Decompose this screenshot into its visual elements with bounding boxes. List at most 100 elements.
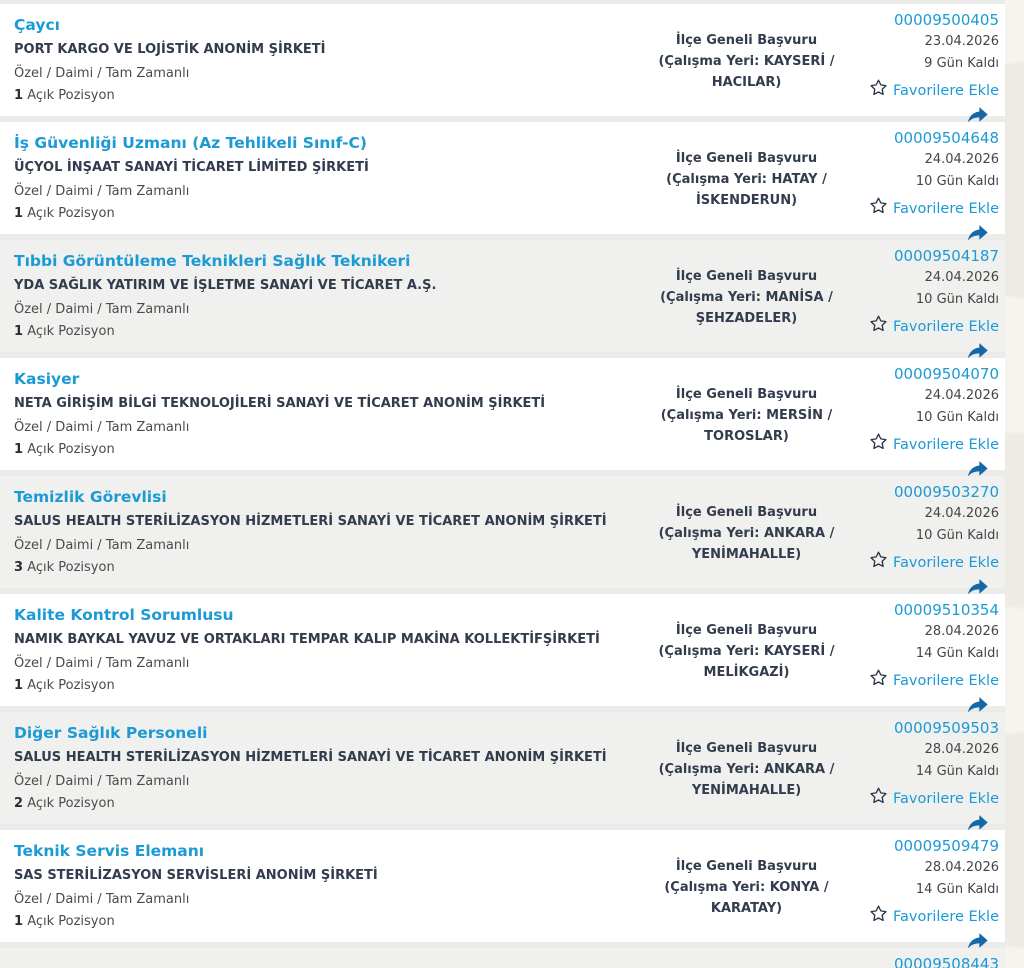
job-title-link[interactable]: Teknik Servis Elemanı: [14, 842, 205, 860]
job-id-link[interactable]: 00009510354: [894, 601, 999, 619]
job-id-link[interactable]: 00009500405: [894, 11, 999, 29]
days-left: 10 Gün Kaldı: [915, 410, 999, 425]
company-name: PORT KARGO VE LOJİSTİK ANONİM ŞİRKETİ: [14, 42, 326, 57]
job-id-link[interactable]: 00009509479: [894, 837, 999, 855]
job-title-link[interactable]: İş Güvenliği Uzmanı (Az Tehlikeli Sınıf-…: [14, 134, 367, 152]
job-title-link[interactable]: Diğer Sağlık Personeli: [14, 724, 208, 742]
job-row: Diğer Sağlık Personeli SALUS HEALTH STER…: [0, 712, 1005, 831]
application-type: İlçe Geneli Başvuru: [675, 387, 818, 402]
company-name: SALUS HEALTH STERİLİZASYON HİZMETLERİ SA…: [14, 750, 607, 765]
share-button[interactable]: [967, 105, 989, 123]
job-title-link[interactable]: Tıbbi Görüntüleme Teknikleri Sağlık Tekn…: [14, 252, 411, 270]
add-to-favorites-link[interactable]: Favorilere Ekle: [869, 432, 999, 457]
favorite-label: Favorilere Ekle: [893, 790, 999, 807]
job-meta-column: 00009500405 23.04.2026 9 Gün Kaldı Favor…: [859, 4, 1005, 123]
days-left: 10 Gün Kaldı: [915, 292, 999, 307]
job-id-link[interactable]: 00009504070: [894, 365, 999, 383]
open-positions-label: Açık Pozisyon: [27, 560, 115, 575]
job-id-link[interactable]: 00009504648: [894, 129, 999, 147]
open-positions-label: Açık Pozisyon: [27, 796, 115, 811]
add-to-favorites-link[interactable]: Favorilere Ekle: [869, 196, 999, 221]
job-title-link[interactable]: Kalite Kontrol Sorumlusu: [14, 606, 234, 624]
open-positions: 1 Açık Pozisyon: [14, 914, 624, 929]
open-positions: 2 Açık Pozisyon: [14, 796, 624, 811]
open-positions-label: Açık Pozisyon: [27, 206, 115, 221]
add-to-favorites-link[interactable]: Favorilere Ekle: [869, 314, 999, 339]
application-column: İlçe Geneli Başvuru (Çalışma Yeri: MANİS…: [634, 240, 859, 352]
job-summary-column: Özel / Daimi / Tam Zamanlı Açık Pozisyon: [0, 948, 634, 968]
company-name: SALUS HEALTH STERİLİZASYON HİZMETLERİ SA…: [14, 514, 607, 529]
employment-type: Özel / Daimi / Tam Zamanlı: [14, 302, 190, 317]
application-column: İlçe Geneli Başvuru (Çalışma Yeri: ANKAR…: [634, 476, 859, 588]
company-name: NETA GİRİŞİM BİLGİ TEKNOLOJİLERİ SANAYİ …: [14, 396, 546, 411]
share-button[interactable]: [967, 577, 989, 595]
star-icon: [869, 786, 888, 811]
work-location: (Çalışma Yeri: KAYSERİ / MELİKGAZİ): [658, 644, 835, 680]
open-positions-label: Açık Pozisyon: [27, 88, 115, 103]
favorite-label: Favorilere Ekle: [893, 908, 999, 925]
company-name: YDA SAĞLIK YATIRIM VE İŞLETME SANAYİ VE …: [14, 278, 437, 293]
add-to-favorites-link[interactable]: Favorilere Ekle: [869, 78, 999, 103]
job-summary-column: İş Güvenliği Uzmanı (Az Tehlikeli Sınıf-…: [0, 122, 634, 234]
application-type: İlçe Geneli Başvuru: [675, 505, 818, 520]
employment-type: Özel / Daimi / Tam Zamanlı: [14, 538, 190, 553]
add-to-favorites-link[interactable]: Favorilere Ekle: [869, 904, 999, 929]
share-forward-arrow-icon: [967, 107, 989, 126]
job-summary-column: Tıbbi Görüntüleme Teknikleri Sağlık Tekn…: [0, 240, 634, 352]
days-left: 10 Gün Kaldı: [915, 174, 999, 189]
employment-type: Özel / Daimi / Tam Zamanlı: [14, 774, 190, 789]
share-forward-arrow-icon: [967, 343, 989, 362]
deadline-date: 28.04.2026: [924, 860, 999, 875]
favorite-label: Favorilere Ekle: [893, 436, 999, 453]
open-positions-count: 1: [14, 88, 24, 103]
days-left: 9 Gün Kaldı: [924, 56, 999, 71]
job-title-link[interactable]: Kasiyer: [14, 370, 80, 388]
share-button[interactable]: [967, 931, 989, 949]
employment-type: Özel / Daimi / Tam Zamanlı: [14, 66, 190, 81]
open-positions-count: 1: [14, 914, 24, 929]
job-title-link[interactable]: Çaycı: [14, 16, 60, 34]
share-button[interactable]: [967, 341, 989, 359]
open-positions-count: 1: [14, 442, 24, 457]
days-left: 14 Gün Kaldı: [915, 646, 999, 661]
add-to-favorites-link[interactable]: Favorilere Ekle: [869, 668, 999, 693]
job-id-link[interactable]: 00009504187: [894, 247, 999, 265]
work-location: (Çalışma Yeri: ANKARA / YENİMAHALLE): [658, 762, 835, 798]
job-id-link[interactable]: 00009509503: [894, 719, 999, 737]
share-button[interactable]: [967, 459, 989, 477]
job-summary-column: Diğer Sağlık Personeli SALUS HEALTH STER…: [0, 712, 634, 824]
job-row: Kalite Kontrol Sorumlusu NAMIK BAYKAL YA…: [0, 594, 1005, 713]
job-id-link[interactable]: 00009508443: [894, 955, 999, 968]
open-positions: 3 Açık Pozisyon: [14, 560, 624, 575]
share-button[interactable]: [967, 223, 989, 241]
job-row: Özel / Daimi / Tam Zamanlı Açık Pozisyon…: [0, 948, 1005, 968]
job-meta-column: 00009509479 28.04.2026 14 Gün Kaldı Favo…: [859, 830, 1005, 949]
share-forward-arrow-icon: [967, 697, 989, 716]
open-positions: 1 Açık Pozisyon: [14, 678, 624, 693]
share-forward-arrow-icon: [967, 579, 989, 598]
deadline-date: 24.04.2026: [924, 270, 999, 285]
job-meta-column: 00009504648 24.04.2026 10 Gün Kaldı Favo…: [859, 122, 1005, 241]
application-column: İlçe Geneli Başvuru: [634, 948, 859, 968]
work-location: (Çalışma Yeri: HATAY / İSKENDERUN): [666, 172, 827, 208]
job-row: İş Güvenliği Uzmanı (Az Tehlikeli Sınıf-…: [0, 122, 1005, 241]
job-title-link[interactable]: Temizlik Görevlisi: [14, 488, 167, 506]
share-forward-arrow-icon: [967, 225, 989, 244]
open-positions-count: 1: [14, 324, 24, 339]
application-column: İlçe Geneli Başvuru (Çalışma Yeri: KAYSE…: [634, 4, 859, 116]
job-row: Kasiyer NETA GİRİŞİM BİLGİ TEKNOLOJİLERİ…: [0, 358, 1005, 477]
share-button[interactable]: [967, 695, 989, 713]
favorite-label: Favorilere Ekle: [893, 200, 999, 217]
add-to-favorites-link[interactable]: Favorilere Ekle: [869, 786, 999, 811]
share-button[interactable]: [967, 813, 989, 831]
company-name: NAMIK BAYKAL YAVUZ VE ORTAKLARI TEMPAR K…: [14, 632, 600, 647]
job-summary-column: Kalite Kontrol Sorumlusu NAMIK BAYKAL YA…: [0, 594, 634, 706]
star-icon: [869, 196, 888, 221]
add-to-favorites-link[interactable]: Favorilere Ekle: [869, 550, 999, 575]
open-positions: 1 Açık Pozisyon: [14, 442, 624, 457]
open-positions-label: Açık Pozisyon: [27, 914, 115, 929]
open-positions: 1 Açık Pozisyon: [14, 88, 624, 103]
star-icon: [869, 432, 888, 457]
job-id-link[interactable]: 00009503270: [894, 483, 999, 501]
